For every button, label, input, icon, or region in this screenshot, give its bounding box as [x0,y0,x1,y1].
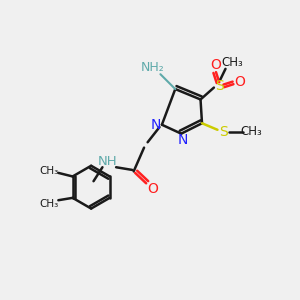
Text: O: O [148,182,158,196]
Text: O: O [234,75,245,88]
Text: N: N [178,133,188,147]
Text: CH₃: CH₃ [39,199,58,209]
Text: S: S [215,79,224,93]
Text: N: N [151,118,161,132]
Text: CH₃: CH₃ [222,56,244,68]
Text: CH₃: CH₃ [39,166,58,176]
Text: NH: NH [98,155,118,168]
Text: S: S [219,124,228,139]
Text: CH₃: CH₃ [240,125,262,138]
Text: O: O [211,58,221,72]
Text: NH₂: NH₂ [141,61,165,74]
